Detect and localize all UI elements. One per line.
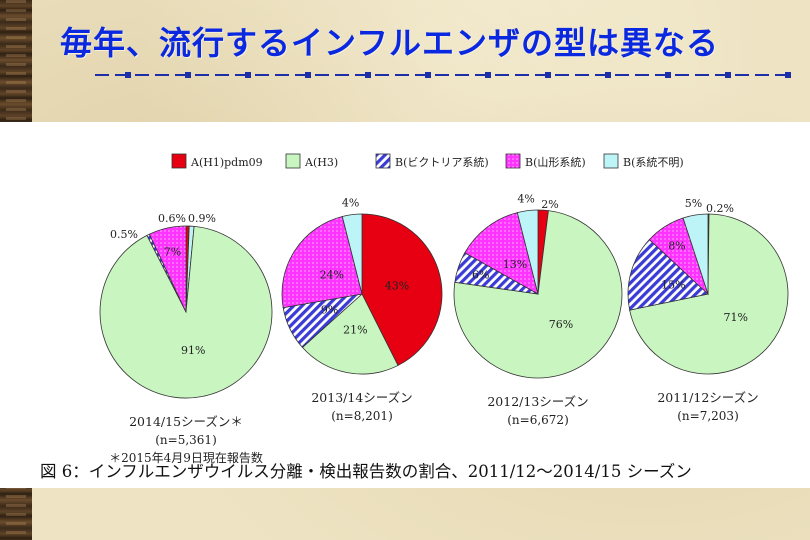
- pie-slice: [341, 213, 363, 295]
- pie-slice: [301, 293, 399, 375]
- slice-label: 71%: [724, 311, 748, 324]
- footnote-label: ＊2015年4月9日現在報告数: [109, 450, 263, 465]
- sample-size-label: (n=5,361): [155, 433, 217, 447]
- slice-label: 4%: [517, 193, 534, 206]
- pie-slice: [281, 215, 363, 309]
- chart-legend: A(H1)pdm09 A(H3) B(ビクトリア系統) B(山形系統) B(系統不明): [171, 153, 684, 169]
- legend-label: A(H1)pdm09: [190, 156, 263, 169]
- legend-swatch: [603, 153, 619, 169]
- sample-size-label: (n=7,203): [677, 409, 739, 423]
- legend-label: B(山形系統): [525, 155, 586, 169]
- slice-label: 13%: [503, 258, 527, 271]
- slice-label: 9%: [321, 304, 338, 317]
- slice-label: 8%: [668, 240, 685, 253]
- pie-chart-figure: A(H1)pdm09 A(H3) B(ビクトリア系統) B(山形系統) B(系統不明) …: [99, 153, 789, 465]
- pie-2: 2% 76% 6% 13% 4% 2012/13シーズン (n=6,672): [453, 193, 623, 427]
- slice-label: 76%: [549, 318, 573, 331]
- slice-label: 2%: [541, 198, 558, 211]
- slide-title: 毎年、流行するインフルエンザの型は異なる: [60, 24, 720, 62]
- pie-slice: [361, 213, 443, 366]
- pie-0: 0.6% 0.9% 91% 0.5% 7% 2014/15シーズン＊ (n=5,361) ＊2…: [99, 212, 273, 465]
- pie-slice: [629, 213, 789, 375]
- slice-label: 0.9%: [188, 212, 216, 225]
- legend-swatch: [285, 153, 301, 169]
- title-underline: [95, 72, 795, 78]
- chart-panel: A(H1)pdm09 A(H3) B(ビクトリア系統) B(山形系統) B(系統不明) …: [0, 122, 810, 488]
- slice-label: 5%: [685, 197, 702, 210]
- slice-label: 24%: [320, 268, 344, 281]
- pie-slice: [464, 212, 539, 295]
- legend-label: B(ビクトリア系統): [395, 155, 489, 169]
- sample-size-label: (n=6,672): [507, 413, 569, 427]
- pie-slice: [516, 209, 539, 295]
- legend-swatch: [505, 153, 521, 169]
- pie-slice: [99, 225, 273, 399]
- slice-label: 21%: [343, 323, 367, 336]
- slice-label: 4%: [342, 197, 359, 210]
- legend-label: A(H3): [304, 156, 338, 169]
- season-label: 2013/14シーズン: [311, 390, 412, 405]
- legend-swatch: [171, 153, 187, 169]
- legend-label: B(系統不明): [623, 155, 684, 169]
- pie-charts: 0.6% 0.9% 91% 0.5% 7% 2014/15シーズン＊ (n=5,361) ＊2…: [99, 193, 789, 465]
- figure-caption: 図 6：インフルエンザウイルス分離・検出報告数の割合、2011/12〜2014/…: [40, 462, 692, 481]
- season-label: 2011/12シーズン: [657, 390, 758, 405]
- sample-size-label: (n=8,201): [331, 409, 393, 423]
- pie-3: 0.2% 71% 15% 8% 5% 2011/12シーズン (n=7,203): [627, 197, 789, 423]
- slice-label: 15%: [661, 278, 685, 291]
- legend-swatch: [375, 153, 391, 169]
- pie-slice: [682, 213, 709, 295]
- pie-slice: [627, 239, 709, 311]
- slice-label: 43%: [385, 280, 409, 293]
- season-label: 2014/15シーズン＊: [129, 414, 243, 429]
- slice-label: 91%: [181, 344, 205, 357]
- slice-label: 6%: [472, 269, 489, 282]
- slice-label: 0.2%: [706, 202, 734, 215]
- season-label: 2012/13シーズン: [487, 394, 588, 409]
- pie-slice: [148, 225, 187, 313]
- slice-label: 0.6%: [158, 212, 186, 225]
- pie-1: 43% 21% 9% 24% 4% 2013/14シーズン (n=8,201): [281, 197, 443, 423]
- slice-label: 0.5%: [110, 228, 138, 241]
- slice-label: 7%: [164, 246, 181, 259]
